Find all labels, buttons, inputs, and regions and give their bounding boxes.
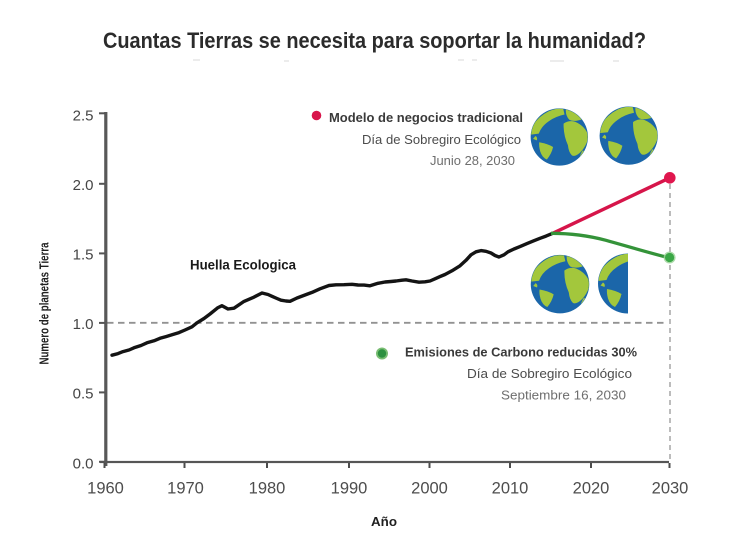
svg-text:Año: Año (371, 514, 397, 529)
svg-text:2000: 2000 (411, 480, 448, 498)
svg-text:Día de Sobregiro Ecológico: Día de Sobregiro Ecológico (362, 132, 521, 147)
svg-text:2.0: 2.0 (73, 177, 94, 194)
svg-text:1.5: 1.5 (73, 247, 94, 264)
svg-text:1960: 1960 (87, 480, 124, 498)
svg-text:Numero de planetas Tierra: Numero de planetas Tierra (38, 242, 52, 365)
svg-text:Cuantas Tierras se necesita pa: Cuantas Tierras se necesita para soporta… (103, 28, 646, 53)
svg-text:0.5: 0.5 (73, 386, 94, 403)
svg-text:2.5: 2.5 (73, 107, 94, 124)
svg-text:Junio 28, 2030: Junio 28, 2030 (430, 153, 515, 168)
svg-text:1990: 1990 (331, 480, 368, 498)
svg-text:Modelo de negocios tradicional: Modelo de negocios tradicional (329, 110, 523, 125)
svg-text:Día de Sobregiro Ecológico: Día de Sobregiro Ecológico (467, 366, 632, 381)
svg-text:0.0: 0.0 (73, 455, 94, 472)
svg-text:Huella Ecologica: Huella Ecologica (190, 258, 296, 273)
svg-text:2030: 2030 (652, 480, 689, 498)
svg-text:1.0: 1.0 (73, 316, 94, 333)
svg-text:Emisiones de Carbono reducidas: Emisiones de Carbono reducidas 30% (405, 345, 638, 360)
svg-text:2020: 2020 (573, 480, 610, 498)
svg-text:1980: 1980 (249, 480, 286, 498)
svg-text:1970: 1970 (167, 480, 204, 498)
svg-text:2010: 2010 (492, 480, 529, 498)
svg-text:Septiembre 16, 2030: Septiembre 16, 2030 (501, 388, 626, 403)
